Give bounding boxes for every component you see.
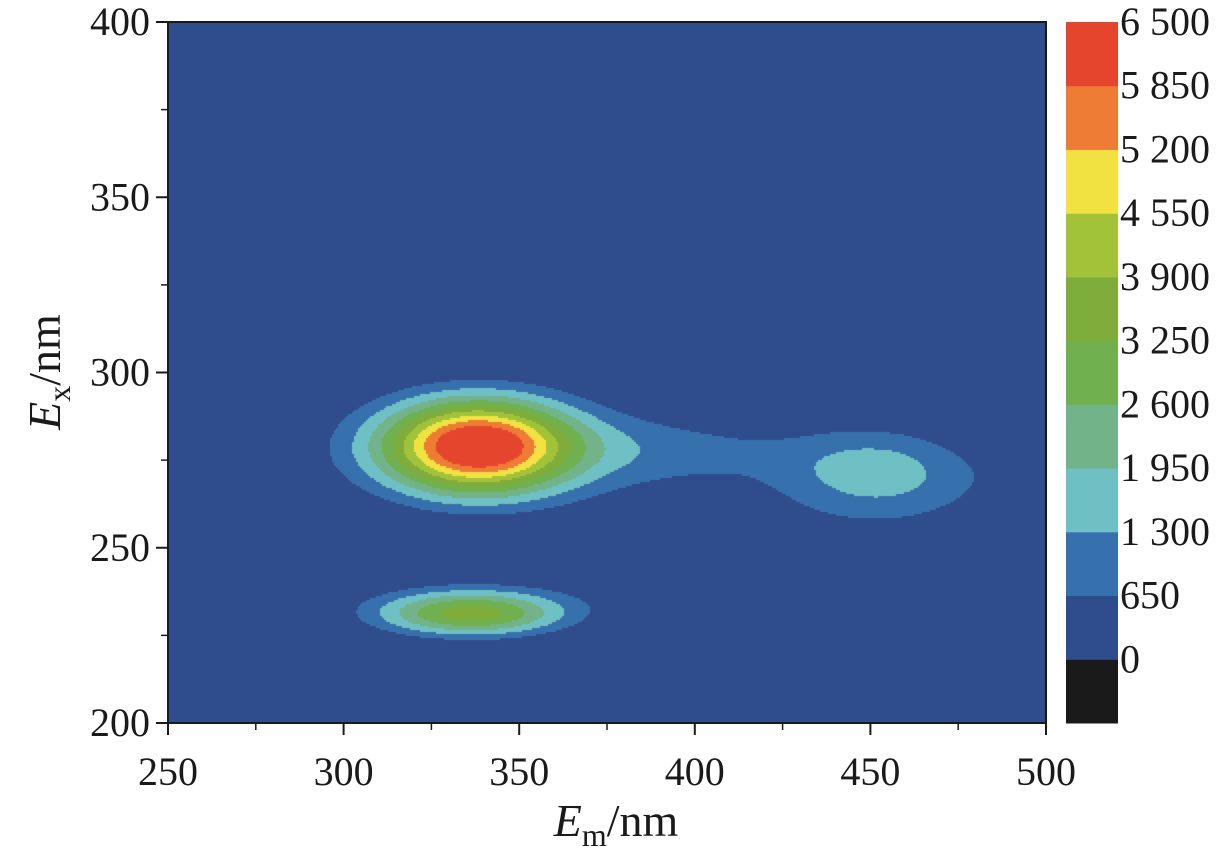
x-axis-title: Em/nm (553, 795, 679, 851)
colorbar-label: 5 850 (1120, 63, 1210, 108)
colorbar-label: 1 300 (1120, 509, 1210, 554)
colorbar-label: 4 550 (1120, 190, 1210, 235)
colorbar-swatch-3900 (1066, 276, 1118, 342)
colorbar: 0 650 1 300 1 950 2 600 3 250 3 900 4 550 5 200 5… (1066, 0, 1210, 724)
colorbar-swatch-4550 (1066, 213, 1118, 278)
x-axis: 250 300 350 400 450 500 (138, 723, 1076, 794)
colorbar-swatch-6500 (1066, 22, 1118, 87)
y-axis-title-symbol: E (19, 402, 70, 431)
y-axis: 200 250 300 350 400 (90, 0, 168, 745)
x-axis-title-subscript: m (582, 817, 607, 851)
colorbar-label: 3 900 (1120, 254, 1210, 299)
colorbar-swatch-1300 (1066, 531, 1118, 597)
y-axis-title: Ex/nm (19, 314, 77, 431)
x-tick-label: 450 (840, 749, 900, 794)
plot-area (167, 21, 1047, 724)
colorbar-swatch-1950 (1066, 468, 1118, 533)
x-tick-label: 400 (665, 749, 725, 794)
x-tick-label: 300 (314, 749, 374, 794)
colorbar-label: 2 600 (1120, 381, 1210, 426)
colorbar-label: 5 200 (1120, 126, 1210, 171)
x-tick-label: 250 (138, 749, 198, 794)
colorbar-swatch-3250 (1066, 340, 1118, 405)
y-axis-title-subscript: x (41, 386, 77, 402)
y-tick-label: 200 (90, 700, 150, 745)
colorbar-label: 6 500 (1120, 0, 1210, 44)
colorbar-swatch-5200 (1066, 149, 1118, 214)
y-tick-label: 250 (90, 525, 150, 570)
y-axis-title-unit: /nm (19, 314, 70, 386)
colorbar-swatch-650 (1066, 595, 1118, 660)
y-tick-label: 400 (90, 0, 150, 44)
x-axis-title-unit: /nm (607, 795, 679, 846)
x-axis-title-symbol: E (553, 795, 582, 846)
colorbar-label: 0 (1120, 636, 1140, 681)
contour-fill (168, 22, 1046, 723)
y-tick-label: 300 (90, 350, 150, 395)
x-tick-label: 350 (489, 749, 549, 794)
colorbar-swatch-5850 (1066, 85, 1118, 150)
y-tick-label: 350 (90, 174, 150, 219)
x-tick-label: 500 (1016, 749, 1076, 794)
colorbar-swatch-0 (1066, 659, 1118, 724)
colorbar-label: 3 250 (1120, 318, 1210, 363)
colorbar-label: 1 950 (1120, 445, 1210, 490)
colorbar-label: 650 (1120, 573, 1180, 618)
colorbar-swatch-2600 (1066, 404, 1118, 469)
